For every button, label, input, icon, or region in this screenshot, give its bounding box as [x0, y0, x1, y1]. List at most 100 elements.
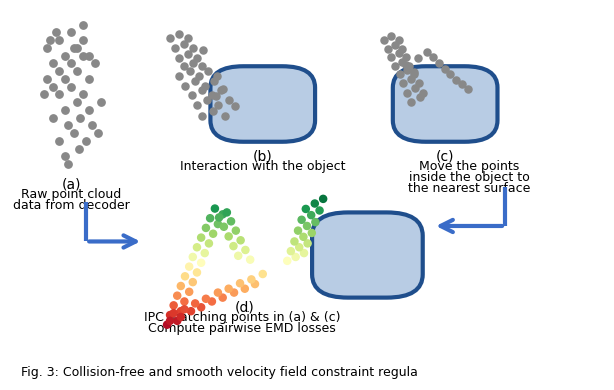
- Point: [314, 207, 324, 214]
- Point: [301, 206, 311, 212]
- Point: [69, 130, 79, 136]
- Point: [55, 91, 64, 98]
- Point: [394, 37, 403, 43]
- Point: [405, 62, 414, 69]
- Point: [298, 234, 308, 240]
- Point: [66, 60, 76, 66]
- Point: [231, 227, 241, 234]
- Point: [61, 53, 71, 59]
- Point: [72, 99, 82, 105]
- Point: [79, 53, 88, 59]
- Point: [434, 60, 444, 66]
- Point: [76, 114, 85, 121]
- Point: [79, 91, 88, 98]
- Point: [72, 68, 82, 74]
- Point: [402, 62, 411, 68]
- Point: [185, 68, 195, 74]
- Point: [180, 83, 190, 89]
- Point: [61, 76, 71, 82]
- Point: [451, 76, 461, 83]
- Point: [192, 244, 202, 250]
- Point: [214, 215, 224, 221]
- Point: [42, 45, 52, 51]
- Point: [188, 59, 198, 66]
- Point: [217, 87, 227, 94]
- Point: [223, 285, 233, 292]
- Point: [198, 47, 208, 53]
- Point: [418, 90, 428, 96]
- Point: [174, 31, 184, 37]
- Point: [201, 296, 211, 302]
- Point: [463, 86, 473, 92]
- Point: [307, 230, 317, 236]
- Point: [406, 99, 416, 105]
- Point: [165, 312, 175, 318]
- Point: [63, 122, 73, 128]
- Point: [413, 55, 423, 61]
- Point: [49, 114, 58, 121]
- Point: [397, 58, 407, 65]
- Point: [258, 271, 268, 277]
- Point: [194, 73, 204, 79]
- Text: Move the points: Move the points: [419, 160, 519, 173]
- Point: [207, 92, 217, 98]
- Point: [290, 238, 300, 245]
- Point: [87, 122, 97, 128]
- Point: [218, 294, 228, 301]
- Point: [282, 258, 292, 264]
- Point: [162, 322, 172, 328]
- Point: [196, 304, 206, 310]
- Text: Compute pairwise EMD losses: Compute pairwise EMD losses: [148, 322, 336, 335]
- Point: [39, 91, 49, 98]
- Point: [457, 81, 467, 87]
- Point: [202, 97, 212, 103]
- Point: [66, 83, 76, 90]
- Point: [198, 87, 208, 94]
- Point: [250, 281, 260, 287]
- Point: [209, 78, 219, 84]
- Point: [42, 76, 52, 82]
- Point: [410, 85, 420, 91]
- Point: [294, 244, 304, 250]
- Point: [220, 112, 230, 119]
- FancyBboxPatch shape: [211, 66, 315, 142]
- Point: [169, 310, 179, 316]
- Point: [196, 234, 206, 241]
- Text: (c): (c): [436, 149, 454, 163]
- Point: [61, 153, 71, 160]
- Text: the nearest surface: the nearest surface: [408, 182, 530, 195]
- Point: [72, 45, 82, 51]
- Point: [165, 318, 175, 324]
- Point: [415, 94, 425, 101]
- Point: [204, 240, 214, 246]
- Point: [213, 102, 223, 108]
- Point: [79, 37, 88, 43]
- Point: [79, 21, 88, 28]
- Point: [187, 92, 196, 98]
- Point: [196, 260, 206, 266]
- Point: [186, 308, 196, 314]
- Point: [198, 112, 208, 119]
- Point: [205, 215, 215, 222]
- Point: [173, 318, 182, 324]
- Point: [55, 138, 64, 144]
- Text: Fig. 3: Collision-free and smooth velocity field constraint regula: Fig. 3: Collision-free and smooth veloci…: [20, 366, 418, 379]
- Text: Raw point cloud: Raw point cloud: [21, 188, 122, 201]
- Point: [188, 45, 198, 51]
- Point: [200, 250, 209, 256]
- Point: [299, 250, 309, 256]
- Point: [184, 289, 194, 295]
- Point: [286, 248, 296, 254]
- Point: [297, 217, 306, 223]
- Point: [61, 107, 71, 113]
- Point: [84, 76, 94, 82]
- Point: [445, 71, 455, 77]
- Point: [397, 46, 407, 52]
- Point: [63, 161, 73, 167]
- Point: [310, 200, 320, 207]
- Point: [386, 54, 396, 60]
- Point: [213, 221, 223, 227]
- Text: (d): (d): [235, 300, 255, 314]
- Point: [230, 103, 239, 109]
- Point: [84, 53, 94, 59]
